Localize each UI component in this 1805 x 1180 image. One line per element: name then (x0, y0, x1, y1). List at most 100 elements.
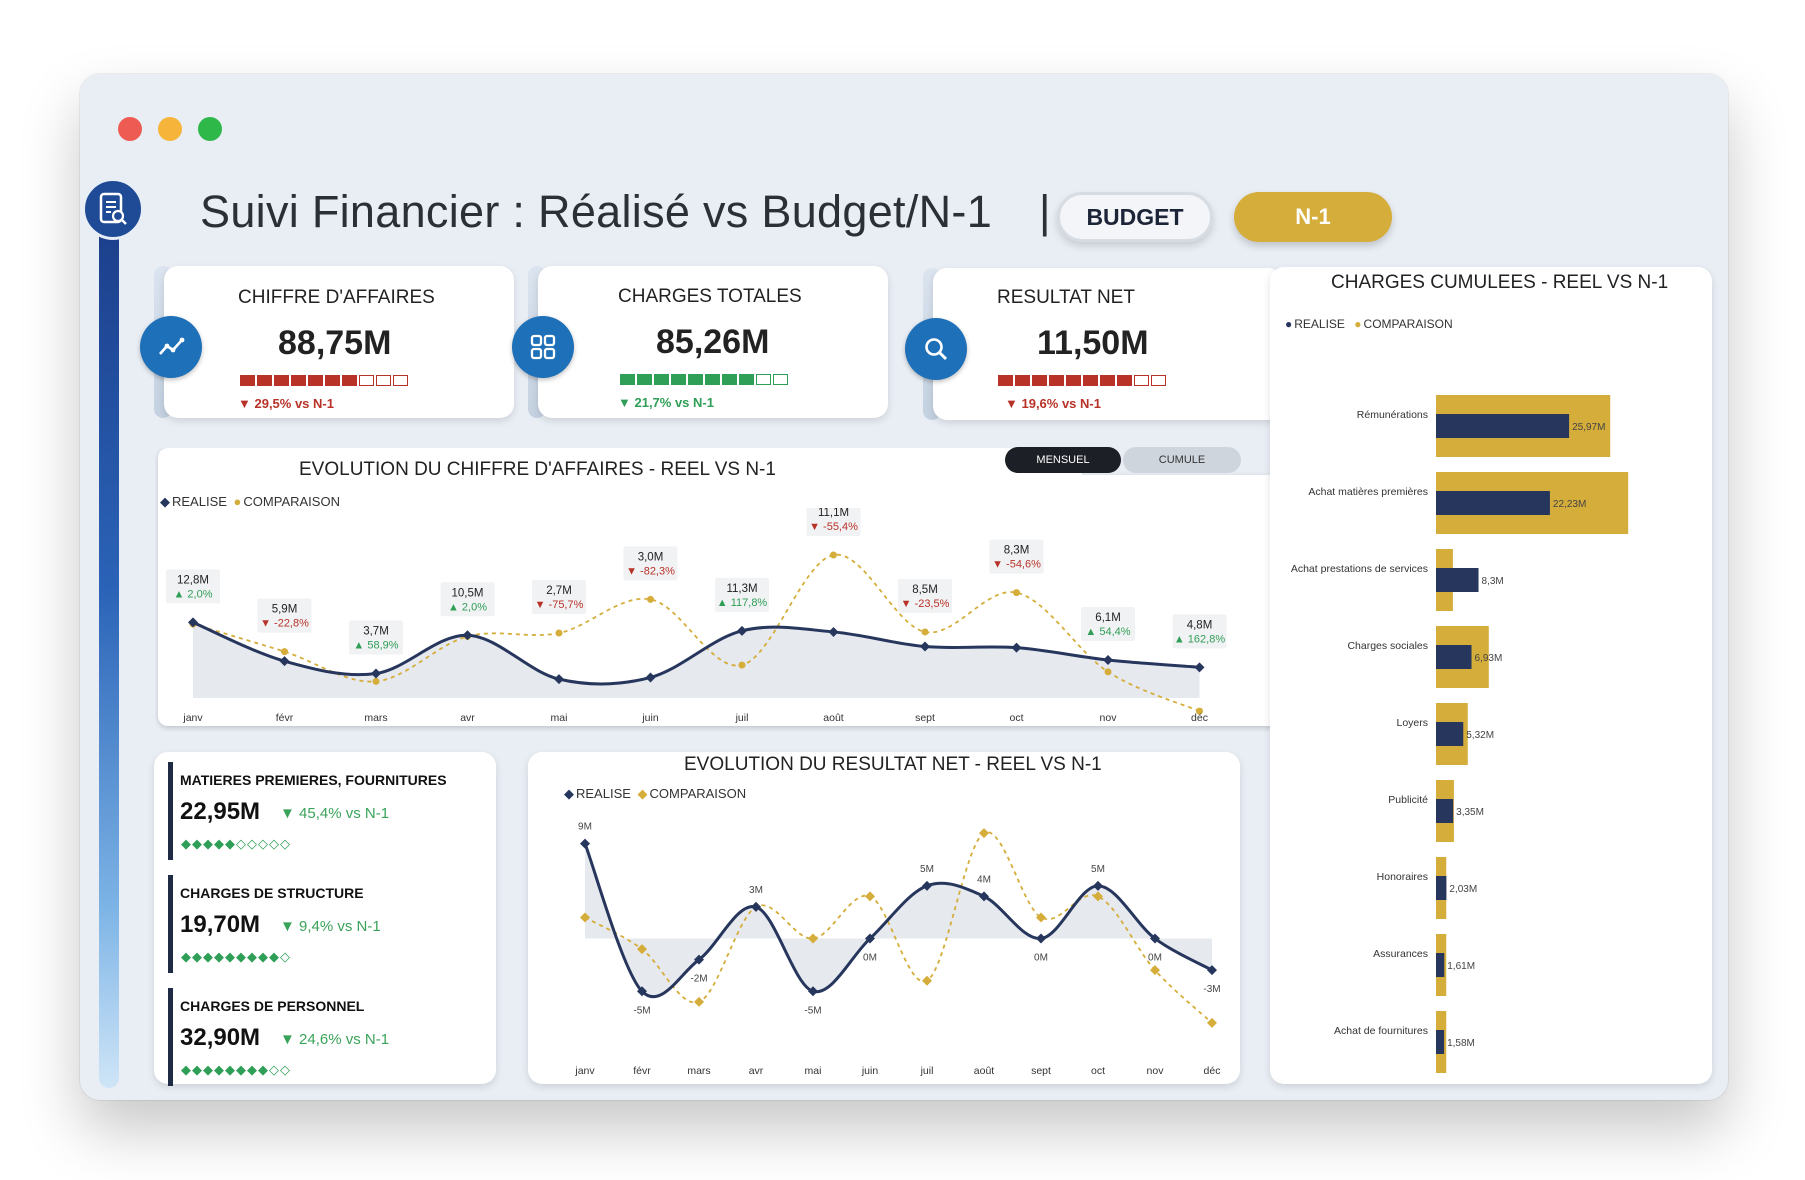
charges-chart-title: CHARGES CUMULEES - REEL VS N-1 (1331, 272, 1669, 293)
report-icon[interactable] (82, 178, 144, 240)
progress-segment (688, 374, 703, 385)
toggle-cumule[interactable]: CUMULE (1123, 447, 1241, 473)
data-label: 12,8M (177, 574, 209, 586)
data-label: 3,0M (638, 551, 664, 563)
progress-segment (274, 375, 289, 386)
small-kpi-diamonds: ◆◆◆◆◆◇◇◇◇◇ (181, 836, 291, 852)
diamond-marker: ◆ (192, 836, 203, 851)
x-tick-label: sept (1031, 1065, 1051, 1077)
diamond-marker: ◆ (225, 949, 236, 964)
small-kpi-diamonds: ◆◆◆◆◆◆◆◆◇◇ (181, 1062, 291, 1078)
x-tick-label: avr (749, 1065, 764, 1077)
realise-bar (1436, 953, 1445, 977)
toggle-mensuel[interactable]: MENSUEL (1005, 447, 1121, 473)
small-kpi-delta: ▼ 9,4% vs N-1 (280, 918, 381, 935)
grid-icon (512, 316, 574, 378)
x-tick-label: sept (915, 712, 935, 724)
x-tick-label: mai (551, 712, 568, 724)
realise-point (554, 674, 564, 685)
rn-chart-title: EVOLUTION DU RESULTAT NET - REEL VS N-1 (684, 754, 1102, 775)
small-kpi-accent (168, 875, 173, 973)
diamond-marker: ◆ (269, 949, 280, 964)
diamond-marker: ◇ (280, 836, 291, 851)
diamond-marker: ◆ (192, 949, 203, 964)
value-label: 1,58M (1447, 1038, 1475, 1049)
data-label-box (989, 539, 1044, 574)
value-label: 3,35M (1456, 807, 1484, 818)
small-kpi-accent (168, 988, 173, 1086)
category-label: Achat prestations de services (1291, 563, 1428, 575)
category-label: Rémunérations (1357, 409, 1428, 421)
maximize-window-button[interactable] (198, 117, 222, 141)
ca-chart-legend: ◆ REALISE ● COMPARAISON (160, 494, 340, 509)
realise-point (1103, 655, 1113, 666)
data-label-box (715, 577, 769, 612)
delta-label: ▲ 117,8% (717, 597, 768, 609)
realise-bar (1436, 491, 1550, 515)
value-label: 8,3M (1482, 576, 1504, 587)
x-tick-label: mai (805, 1065, 822, 1077)
progress-segment (1032, 375, 1047, 386)
realise-point (1093, 880, 1103, 891)
progress-segment (1117, 375, 1132, 386)
progress-segment (1134, 375, 1149, 386)
delta-label: ▼ -23,5% (901, 598, 950, 610)
x-tick-label: oct (1009, 712, 1023, 724)
realise-point (279, 656, 290, 667)
legend-realise: REALISE (576, 786, 631, 801)
charges-detail-card (154, 752, 496, 1084)
progress-segment (671, 374, 686, 385)
small-kpi-value: 19,70M (180, 911, 261, 938)
progress-segment (756, 374, 771, 385)
data-label: 4M (977, 874, 991, 885)
data-label: 0M (1034, 953, 1048, 964)
category-label: Achat matières premières (1308, 486, 1428, 498)
value-label: 2,03M (1449, 884, 1477, 895)
realise-point (1150, 933, 1160, 944)
diamond-marker: ◇ (247, 836, 258, 851)
progress-segment (291, 375, 306, 386)
x-tick-label: janv (574, 1065, 595, 1077)
close-window-button[interactable] (118, 117, 142, 141)
progress-segment (773, 374, 788, 385)
realise-line (192, 621, 1200, 686)
legend-comparaison: COMPARAISON (243, 494, 340, 509)
realise-point (1194, 662, 1205, 673)
x-tick-label: oct (1091, 1065, 1105, 1077)
title-separator: | (1038, 186, 1051, 237)
realise-point (580, 838, 590, 849)
data-label-box (166, 569, 220, 604)
progress-segment (705, 374, 720, 385)
realise-bar (1436, 414, 1570, 438)
small-kpi-title: CHARGES DE STRUCTURE (180, 885, 364, 901)
diamond-marker: ◇ (258, 836, 269, 851)
data-label-box (1081, 607, 1135, 642)
diamond-marker: ◇ (236, 836, 247, 851)
category-label: Charges sociales (1347, 640, 1428, 652)
data-label-box (532, 580, 586, 615)
comparaison-point (637, 944, 647, 955)
kpi-delta: ▼ 29,5% vs N-1 (238, 396, 334, 411)
realise-point (1036, 933, 1046, 944)
diamond-marker: ◆ (258, 1062, 269, 1077)
data-label: 2,7M (546, 585, 572, 597)
legend-realise: REALISE (172, 494, 227, 509)
budget-button[interactable]: BUDGET (1057, 192, 1213, 242)
data-label-box (1172, 614, 1227, 649)
kpi-title: CHIFFRE D'AFFAIRES (238, 287, 435, 308)
n1-button[interactable]: N-1 (1234, 192, 1392, 242)
kpi-progress (620, 374, 788, 385)
progress-segment (722, 374, 737, 385)
small-kpi-value: 32,90M (180, 1024, 261, 1051)
comparaison-point (1013, 589, 1020, 597)
progress-segment (359, 375, 374, 386)
progress-segment (240, 375, 255, 386)
realise-point (920, 641, 930, 652)
diamond-marker: ◆ (214, 1062, 225, 1077)
diamond-marker: ◆ (225, 1062, 236, 1077)
progress-segment (308, 375, 323, 386)
comparaison-point (922, 975, 932, 986)
kpi-value: 85,26M (656, 323, 770, 361)
diamond-marker: ◆ (214, 836, 225, 851)
minimize-window-button[interactable] (158, 117, 182, 141)
